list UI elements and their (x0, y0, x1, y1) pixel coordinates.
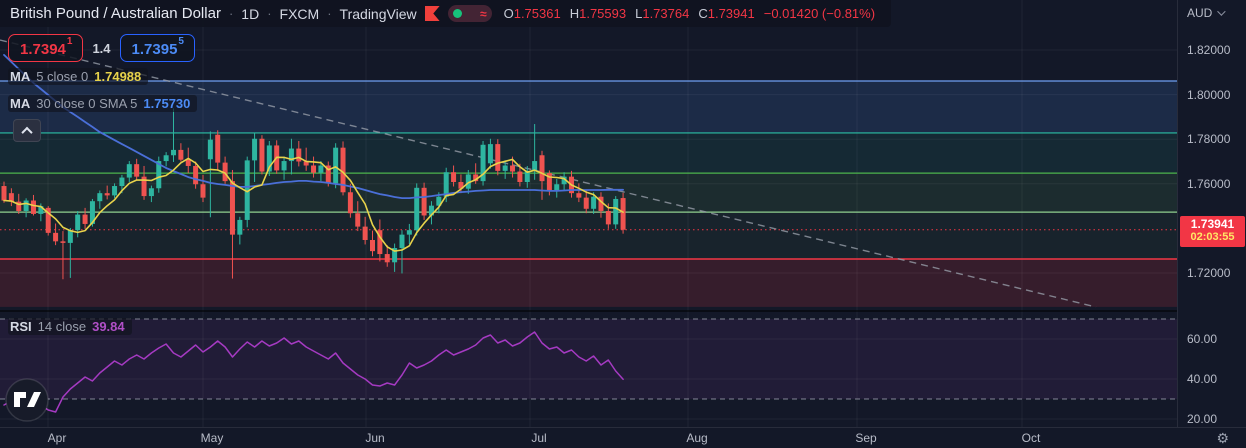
fxcm-logo-icon (424, 6, 440, 21)
legend-ma5[interactable]: MA 5 close 0 1.74988 (8, 68, 149, 85)
bid-price-fraction: 1 (66, 36, 73, 47)
ma30-name: MA (10, 96, 31, 111)
rsi-axis-label: 40.00 (1187, 372, 1218, 386)
month-label: Aug (686, 431, 708, 445)
ma5-value: 1.74988 (94, 69, 142, 84)
last-price-value: 1.73941 (1190, 217, 1235, 231)
open-label: O (503, 6, 514, 21)
bid-price: 1.7394 (20, 41, 66, 58)
price-axis[interactable]: AUD 1.73941 02:03:55 1.82000 1.80000 1.780… (1177, 0, 1246, 427)
separator-dot: · (228, 6, 234, 21)
high-value: 1.75593 (579, 6, 627, 21)
platform-label: TradingView (339, 5, 417, 22)
settings-gear-icon[interactable]: ⚙ (1216, 430, 1229, 446)
market-status-pill[interactable]: ≈ (447, 5, 492, 22)
price-axis-label: 1.76000 (1187, 176, 1231, 191)
currency-selector[interactable]: AUD (1187, 6, 1227, 20)
change-value: −0.01420 (−0.81%) (763, 6, 876, 21)
ma30-value: 1.75730 (143, 96, 191, 111)
open-value: 1.75361 (513, 6, 561, 21)
exchange-label[interactable]: FXCM (279, 5, 320, 22)
bar-countdown: 02:03:55 (1190, 231, 1235, 243)
legend-rsi[interactable]: RSI 14 close 39.84 (8, 318, 132, 335)
ma30-params: 30 close 0 SMA 5 (36, 96, 138, 111)
ma5-name: MA (10, 69, 31, 84)
interval-label[interactable]: 1D (241, 5, 260, 22)
rsi-axis-label: 60.00 (1187, 332, 1218, 346)
separator-dot: · (267, 6, 272, 21)
chart-legend-titlebar: British Pound / Australian Dollar · 1D ·… (0, 0, 892, 27)
rsi-params: 14 close (37, 319, 87, 334)
chart-canvas[interactable] (0, 0, 1177, 427)
chevron-up-icon (21, 126, 33, 138)
legend-ma30[interactable]: MA 30 close 0 SMA 5 1.75730 (8, 95, 198, 112)
currency-label: AUD (1187, 6, 1213, 20)
sell-bid-button[interactable]: 1.73941 (8, 34, 84, 62)
month-label: Jun (365, 431, 385, 445)
rsi-value: 39.84 (92, 319, 125, 334)
month-label: May (200, 431, 224, 445)
month-label: Oct (1021, 431, 1041, 445)
separator-dot: · (327, 6, 332, 21)
ask-price-fraction: 5 (178, 36, 184, 47)
low-value: 1.73764 (642, 6, 690, 21)
close-value: 1.73941 (707, 6, 755, 21)
ohlc-readout: O1.75361 H1.75593 L1.73764 C1.73941 −0.0… (504, 6, 875, 21)
low-label: L (635, 6, 643, 21)
buy-ask-button[interactable]: 1.73955 (119, 34, 195, 62)
close-label: C (698, 6, 708, 21)
ask-price: 1.7395 (131, 41, 178, 58)
spread-value: 1.4 (92, 40, 111, 56)
rsi-axis-label: 20.00 (1187, 412, 1218, 426)
data-feed-icon: ≈ (480, 6, 487, 21)
price-axis-label: 1.78000 (1187, 132, 1231, 147)
high-label: H (569, 6, 580, 21)
market-open-dot-icon (452, 9, 462, 18)
ma5-params: 5 close 0 (36, 69, 89, 84)
month-label: Jul (531, 431, 547, 445)
month-label: Apr (47, 431, 67, 445)
price-axis-label: 1.82000 (1187, 43, 1231, 57)
last-price-badge: 1.73941 02:03:55 (1180, 216, 1245, 247)
rsi-name: RSI (10, 319, 32, 334)
time-axis[interactable]: ⚙ Apr May Jun Jul Aug Sep Oct (0, 427, 1246, 448)
month-label: Sep (855, 431, 877, 445)
price-axis-label: 1.80000 (1187, 87, 1231, 102)
quote-row: 1.73941 1.4 1.73955 (8, 34, 195, 62)
collapse-legend-button[interactable] (13, 119, 41, 142)
price-axis-label: 1.72000 (1187, 266, 1231, 280)
symbol-title[interactable]: British Pound / Australian Dollar (10, 5, 221, 22)
chevron-down-icon (1217, 7, 1227, 16)
